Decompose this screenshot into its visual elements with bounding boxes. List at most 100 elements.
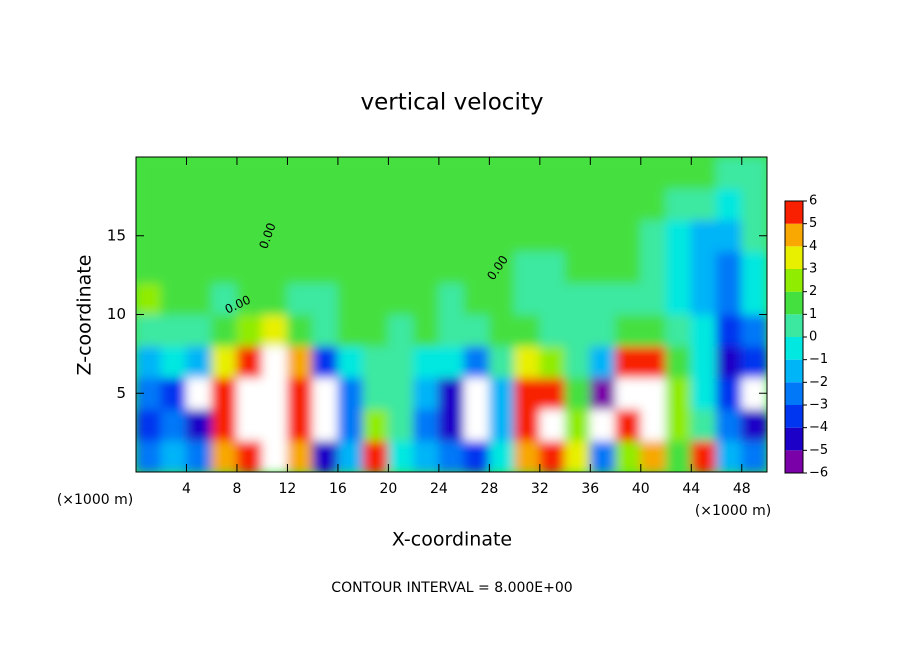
chart-title: vertical velocity — [361, 90, 544, 116]
field-cell — [564, 219, 591, 252]
field-cell — [640, 440, 667, 472]
field-cell — [337, 282, 364, 315]
field-cell — [539, 314, 566, 347]
field-cell — [539, 251, 566, 284]
field-cell — [665, 251, 692, 284]
field-cell — [615, 440, 642, 472]
field-cell — [615, 251, 642, 284]
field-cell — [438, 408, 465, 441]
field-cell — [136, 314, 162, 347]
field-cell — [185, 345, 213, 378]
field-cell — [615, 188, 642, 221]
field-cell — [514, 377, 541, 410]
field-cell — [185, 282, 213, 315]
field-cell — [362, 377, 389, 410]
field-cell — [589, 188, 617, 221]
field-cell — [136, 345, 162, 378]
field-cell — [488, 157, 516, 189]
field-cell — [286, 219, 314, 252]
field-cell — [362, 251, 389, 284]
y-axis-label: Z-coordinate — [74, 255, 96, 376]
field-cell — [337, 345, 364, 378]
field-cell — [312, 251, 339, 284]
field-cell — [337, 157, 364, 189]
field-cell — [589, 377, 617, 410]
field-cell — [160, 188, 187, 221]
colorbar-tick-label: −4 — [809, 420, 828, 435]
field-cell — [337, 314, 364, 347]
field-cell — [160, 345, 187, 378]
field-cell — [312, 219, 339, 252]
field-cell — [387, 157, 415, 189]
field-cell — [741, 157, 767, 189]
field-cell — [438, 282, 465, 315]
field-cell — [160, 377, 187, 410]
field-cell — [539, 345, 566, 378]
field-cell — [387, 188, 415, 221]
field-cell — [690, 345, 718, 378]
field-cell — [615, 377, 642, 410]
colorbar-tick-label: −2 — [809, 375, 828, 390]
field-cell — [564, 157, 591, 189]
x-unit: (×1000 m) — [695, 503, 771, 519]
field-cell — [337, 219, 364, 252]
field-cell — [413, 157, 440, 189]
field-cell — [716, 157, 743, 189]
field-cell — [716, 219, 743, 252]
field-cell — [261, 157, 288, 189]
field-cell — [514, 408, 541, 441]
x-tick-label: 48 — [733, 481, 751, 497]
colorbar-tick-label: 6 — [809, 194, 817, 209]
colorbar-swatch — [785, 201, 803, 224]
field-cell — [741, 345, 767, 378]
field-cell — [413, 440, 440, 472]
field-cell — [261, 282, 288, 315]
field-cell — [387, 408, 415, 441]
field-cell — [438, 440, 465, 472]
x-tick-label: 40 — [632, 481, 650, 497]
field-cell — [640, 219, 667, 252]
colorbar-tick-label: 0 — [809, 330, 817, 345]
field-cell — [362, 440, 389, 472]
colorbar-tick-label: 4 — [809, 239, 817, 254]
field-cell — [665, 314, 692, 347]
field-cell — [615, 345, 642, 378]
field-cell — [488, 188, 516, 221]
field-cell — [337, 188, 364, 221]
field-cell — [539, 188, 566, 221]
field-cell — [413, 345, 440, 378]
field-cell — [690, 157, 718, 189]
colorbar-tick-label: −6 — [809, 466, 828, 481]
field-cell — [640, 157, 667, 189]
field-cell — [211, 282, 238, 315]
field-cell — [488, 251, 516, 284]
field-cell — [185, 188, 213, 221]
x-tick-label: 24 — [430, 481, 448, 497]
field-cell — [640, 188, 667, 221]
field-cell — [286, 251, 314, 284]
colorbar-tick-label: 3 — [809, 262, 817, 277]
field-cell — [211, 408, 238, 441]
field-cell — [640, 408, 667, 441]
field-cell — [564, 440, 591, 472]
field-cell — [564, 408, 591, 441]
field-cell — [488, 345, 516, 378]
field-cell — [716, 345, 743, 378]
field-cell — [236, 377, 263, 410]
field-cell — [387, 377, 415, 410]
field-cell — [615, 219, 642, 252]
field-cell — [185, 377, 213, 410]
field-cell — [741, 408, 767, 441]
field-cell — [185, 251, 213, 284]
field-cell — [413, 377, 440, 410]
field-cell — [463, 377, 490, 410]
field-cell — [312, 408, 339, 441]
field-cell — [514, 157, 541, 189]
field-cell — [362, 188, 389, 221]
field-cell — [741, 314, 767, 347]
field-cell — [387, 345, 415, 378]
field-cell — [312, 188, 339, 221]
colorbar-swatch — [785, 337, 803, 360]
field-cell — [690, 440, 718, 472]
x-axis-label: X-coordinate — [392, 529, 512, 551]
